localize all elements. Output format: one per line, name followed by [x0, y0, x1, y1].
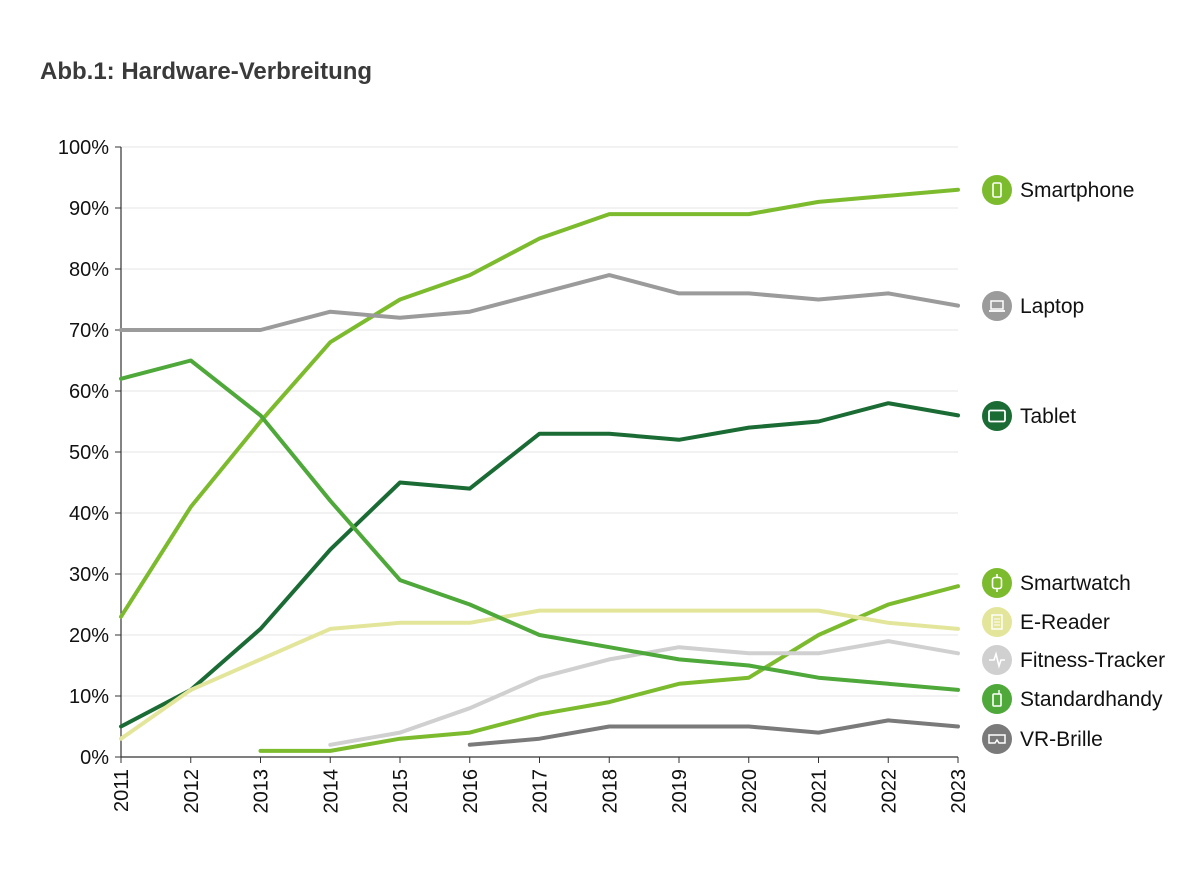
legend: Smartphone Laptop Tablet Smartwatch E-Reader… — [982, 175, 1165, 754]
standardhandy-icon — [982, 684, 1012, 714]
legend-item-tablet: Tablet — [982, 401, 1076, 431]
y-tick-label: 70% — [69, 320, 109, 342]
y-tick-label: 0% — [80, 747, 109, 769]
series-lines — [119, 187, 960, 753]
legend-label: E-Reader — [1020, 611, 1110, 634]
laptop-icon — [982, 291, 1012, 321]
x-tick-label: 2015 — [390, 769, 412, 814]
series-line-standardhandy — [119, 358, 960, 692]
e-reader-icon — [982, 607, 1012, 637]
smartwatch-icon — [982, 568, 1012, 598]
x-tick-label: 2023 — [948, 769, 970, 814]
series-line-tablet — [119, 401, 960, 729]
x-tick-label: 2017 — [530, 769, 552, 814]
y-tick-label: 60% — [69, 381, 109, 403]
legend-label: Tablet — [1020, 405, 1076, 428]
tablet-icon — [982, 401, 1012, 431]
legend-item-fitness-tracker: Fitness-Tracker — [982, 645, 1165, 675]
y-tick-label: 100% — [58, 137, 109, 159]
legend-item-e-reader: E-Reader — [982, 607, 1110, 637]
x-tick-label: 2022 — [878, 769, 900, 814]
y-tick-label: 10% — [69, 686, 109, 708]
legend-label: Fitness-Tracker — [1020, 649, 1165, 672]
legend-item-vr-brille: VR-Brille — [982, 724, 1103, 754]
x-tick-label: 2018 — [599, 769, 621, 814]
x-tick-label: 2011 — [111, 769, 133, 812]
legend-item-laptop: Laptop — [982, 291, 1084, 321]
legend-label: Standardhandy — [1020, 688, 1163, 711]
x-tick-label: 2019 — [669, 769, 691, 814]
legend-item-standardhandy: Standardhandy — [982, 684, 1163, 714]
x-tick-label: 2013 — [251, 769, 273, 814]
y-tick-label: 90% — [69, 198, 109, 220]
y-tick-label: 30% — [69, 564, 109, 586]
x-tick-label: 2020 — [739, 769, 761, 814]
y-tick-label: 50% — [69, 442, 109, 464]
fitness-tracker-icon — [982, 645, 1012, 675]
y-tick-label: 40% — [69, 503, 109, 525]
legend-item-smartwatch: Smartwatch — [982, 568, 1131, 598]
series-line-smartwatch — [258, 584, 960, 753]
vr-brille-icon — [982, 724, 1012, 754]
legend-label: Smartphone — [1020, 179, 1134, 202]
series-line-laptop — [119, 273, 960, 332]
smartphone-icon — [982, 175, 1012, 205]
legend-label: Smartwatch — [1020, 572, 1131, 595]
series-line-vr-brille — [467, 718, 960, 747]
x-axis-ticks: 2011 2012 2013 2014 2015 2016 2017 2018 2019 2020… — [111, 757, 970, 814]
legend-item-smartphone: Smartphone — [982, 175, 1134, 205]
y-tick-label: 20% — [69, 625, 109, 647]
y-tick-label: 80% — [69, 259, 109, 281]
series-line-smartphone — [119, 187, 960, 619]
series-line-e-reader — [119, 608, 960, 741]
x-tick-label: 2014 — [320, 769, 342, 814]
x-tick-label: 2016 — [460, 769, 482, 814]
y-axis-ticks: 0% 10% 20% 30% 40% 50% 60% 70% 80% 90% 100% — [58, 137, 121, 769]
x-tick-label: 2012 — [181, 769, 203, 814]
legend-label: Laptop — [1020, 295, 1084, 318]
chart-title: Abb.1: Hardware-Verbreitung — [40, 58, 373, 85]
x-tick-label: 2021 — [809, 769, 831, 814]
legend-label: VR-Brille — [1020, 728, 1103, 751]
